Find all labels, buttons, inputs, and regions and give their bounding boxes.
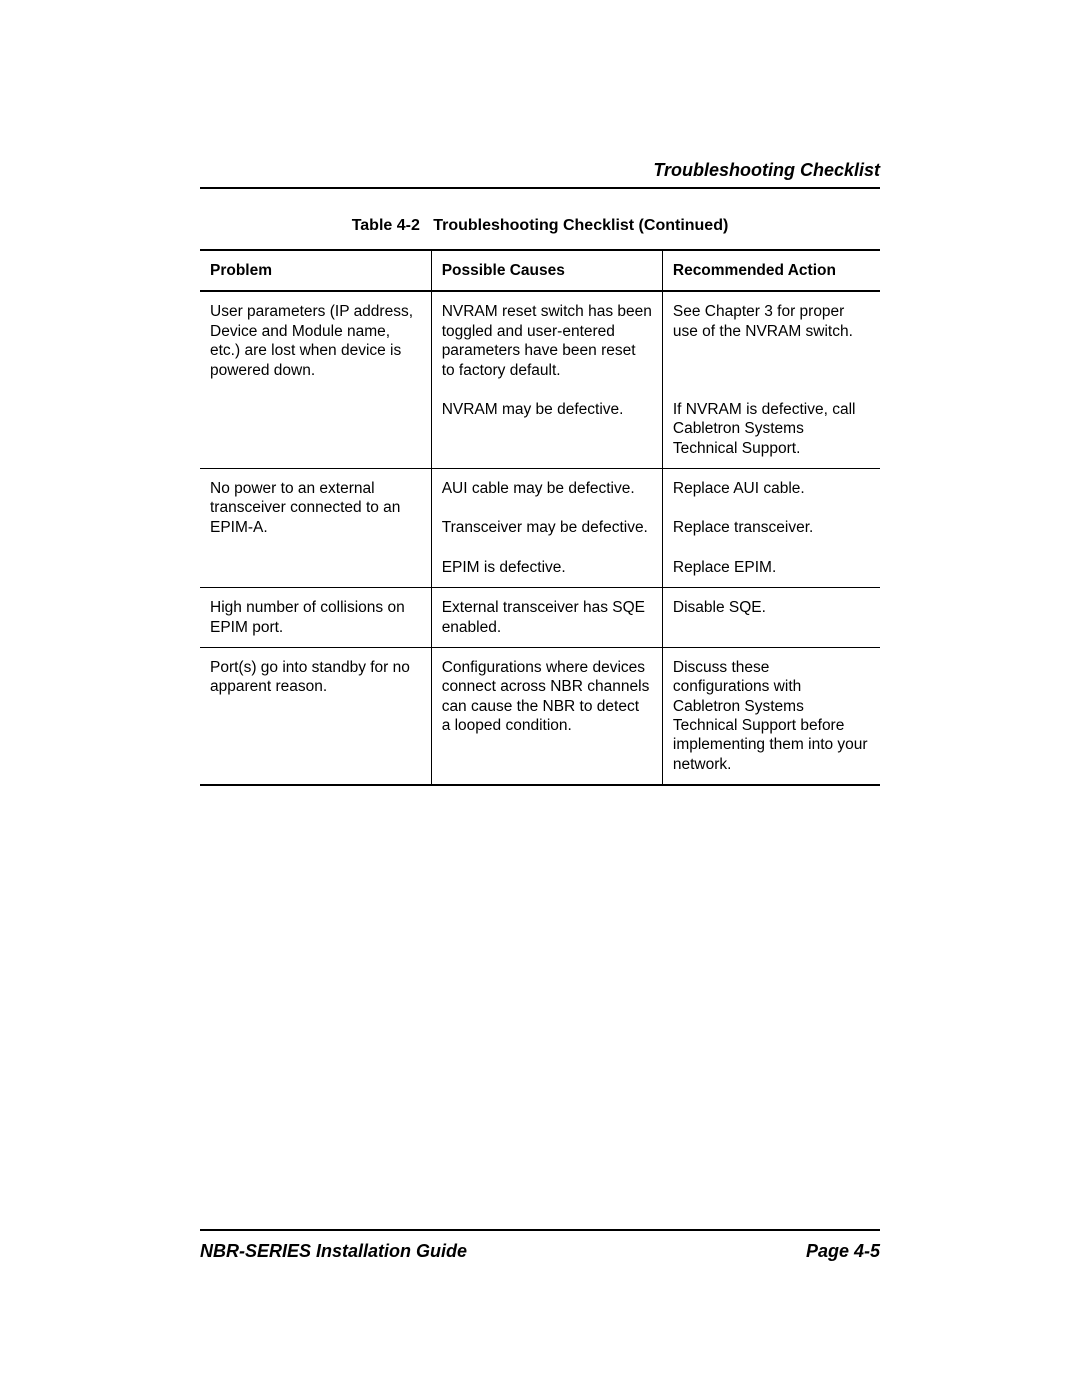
- col-header-causes: Possible Causes: [431, 250, 662, 291]
- cell-action: Replace EPIM.: [662, 548, 880, 588]
- section-title: Troubleshooting Checklist: [653, 160, 880, 180]
- cell-action: See Chapter 3 for proper use of the NVRA…: [662, 291, 880, 390]
- table-header-row: Problem Possible Causes Recommended Acti…: [200, 250, 880, 291]
- cell-cause: Configurations where devices connect acr…: [431, 647, 662, 785]
- troubleshooting-table: Problem Possible Causes Recommended Acti…: [200, 249, 880, 786]
- col-header-problem: Problem: [200, 250, 431, 291]
- cell-action: Disable SQE.: [662, 588, 880, 648]
- table-row: User parameters (IP address, Device and …: [200, 291, 880, 390]
- page-footer: NBR-SERIES Installation Guide Page 4-5: [200, 1229, 880, 1262]
- footer-guide-title: NBR-SERIES Installation Guide: [200, 1241, 467, 1262]
- cell-problem: High number of collisions on EPIM port.: [200, 588, 431, 648]
- cell-action: Replace transceiver.: [662, 508, 880, 547]
- table-caption: Table 4-2 Troubleshooting Checklist (Con…: [200, 217, 880, 235]
- col-header-action: Recommended Action: [662, 250, 880, 291]
- table-row: No power to an external transceiver conn…: [200, 469, 880, 509]
- cell-problem: No power to an external transceiver conn…: [200, 469, 431, 588]
- page-header-rule: Troubleshooting Checklist: [200, 160, 880, 189]
- cell-problem: User parameters (IP address, Device and …: [200, 291, 431, 468]
- cell-action: Replace AUI cable.: [662, 469, 880, 509]
- cell-cause: NVRAM reset switch has been toggled and …: [431, 291, 662, 390]
- footer-page-number: Page 4-5: [806, 1241, 880, 1262]
- cell-action: If NVRAM is defective, call Cabletron Sy…: [662, 390, 880, 469]
- cell-cause: Transceiver may be defective.: [431, 508, 662, 547]
- cell-cause: External transceiver has SQE enabled.: [431, 588, 662, 648]
- cell-action: Discuss these configurations with Cablet…: [662, 647, 880, 785]
- table-caption-title: Troubleshooting Checklist (Continued): [433, 217, 728, 234]
- cell-problem: Port(s) go into standby for no apparent …: [200, 647, 431, 785]
- table-row: High number of collisions on EPIM port. …: [200, 588, 880, 648]
- cell-cause: NVRAM may be defective.: [431, 390, 662, 469]
- cell-cause: AUI cable may be defective.: [431, 469, 662, 509]
- cell-cause: EPIM is defective.: [431, 548, 662, 588]
- table-row: Port(s) go into standby for no apparent …: [200, 647, 880, 785]
- page: Troubleshooting Checklist Table 4-2 Trou…: [0, 0, 1080, 1397]
- table-caption-prefix: Table 4-2: [352, 217, 420, 234]
